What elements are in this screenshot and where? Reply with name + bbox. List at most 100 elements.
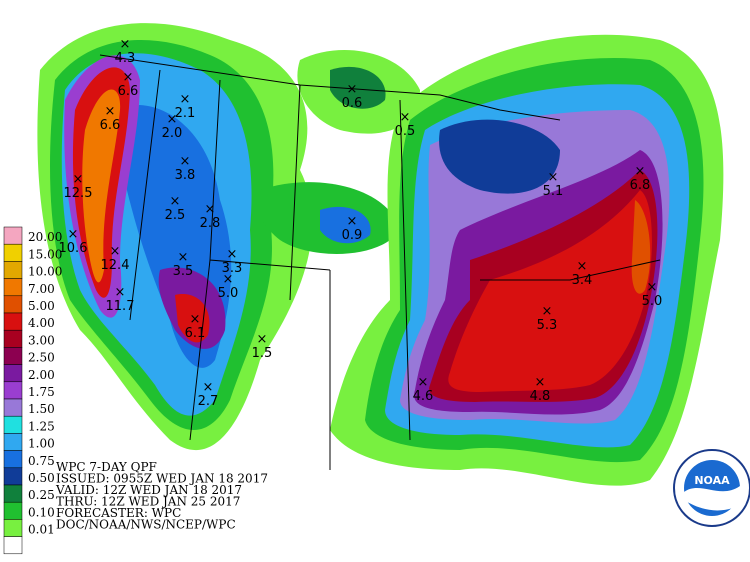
legend-swatch bbox=[3, 381, 23, 400]
max-label: 0.9 bbox=[342, 228, 363, 243]
legend-swatch bbox=[3, 398, 23, 417]
legend-label: 2.50 bbox=[28, 351, 55, 365]
legend-swatch bbox=[3, 415, 23, 434]
legend-swatch bbox=[3, 519, 23, 537]
max-label: 1.5 bbox=[252, 346, 273, 361]
max-marker: × bbox=[203, 380, 214, 395]
max-marker: × bbox=[257, 332, 268, 347]
title-line: WPC 7-DAY QPF bbox=[56, 460, 157, 474]
max-label: 0.6 bbox=[342, 96, 363, 111]
max-label: 12.4 bbox=[101, 258, 130, 273]
max-label: 6.8 bbox=[630, 178, 651, 193]
max-label: 5.0 bbox=[642, 294, 663, 309]
max-marker: × bbox=[223, 272, 234, 287]
max-marker: × bbox=[170, 194, 181, 209]
legend-label: 15.00 bbox=[28, 247, 62, 261]
max-marker: × bbox=[167, 112, 178, 127]
legend-label: 4.00 bbox=[28, 316, 55, 330]
max-marker: × bbox=[205, 202, 216, 217]
title-line: DOC/NOAA/NWS/NCEP/WPC bbox=[56, 518, 236, 532]
max-label: 10.6 bbox=[59, 241, 88, 256]
max-label: 3.5 bbox=[173, 264, 194, 279]
max-marker: × bbox=[73, 172, 84, 187]
max-label: 2.5 bbox=[165, 208, 186, 223]
legend-label: 0.10 bbox=[28, 505, 55, 519]
legend-swatch bbox=[3, 261, 23, 279]
legend-label: 0.25 bbox=[28, 488, 55, 502]
max-label: 2.7 bbox=[198, 394, 219, 409]
max-label: 3.8 bbox=[175, 168, 196, 183]
maxima: ×4.3×6.6×6.6×12.5×10.6 ×12.4×11.7×2.1×2.0… bbox=[59, 37, 663, 409]
legend-label: 0.01 bbox=[28, 523, 55, 537]
max-marker: × bbox=[577, 259, 588, 274]
title-line: FORECASTER: WPC bbox=[56, 506, 181, 520]
legend-swatch bbox=[3, 467, 23, 486]
max-label: 5.0 bbox=[218, 286, 239, 301]
legend-label: 5.00 bbox=[28, 299, 55, 313]
max-marker: × bbox=[115, 285, 126, 300]
max-marker: × bbox=[180, 154, 191, 169]
max-marker: × bbox=[635, 164, 646, 179]
max-marker: × bbox=[535, 375, 546, 390]
legend-swatch bbox=[3, 501, 23, 520]
max-marker: × bbox=[400, 110, 411, 125]
max-marker: × bbox=[418, 375, 429, 390]
legend-label: 1.50 bbox=[28, 402, 55, 416]
legend-label: 0.50 bbox=[28, 471, 55, 485]
legend-swatch bbox=[3, 226, 23, 245]
max-marker: × bbox=[105, 104, 116, 119]
legend-label: 1.00 bbox=[28, 437, 55, 451]
legend-swatch bbox=[3, 329, 23, 348]
max-label: 4.3 bbox=[115, 51, 136, 66]
max-label: 12.5 bbox=[64, 186, 93, 201]
max-marker: × bbox=[548, 170, 559, 185]
max-label: 3.4 bbox=[572, 273, 593, 288]
legend-label: 3.00 bbox=[28, 333, 55, 347]
legend-label: 1.25 bbox=[28, 419, 55, 433]
max-marker: × bbox=[347, 214, 358, 229]
max-label: 2.8 bbox=[200, 216, 221, 231]
precip-fields bbox=[37, 23, 724, 486]
max-marker: × bbox=[120, 37, 131, 52]
legend-label: 7.00 bbox=[28, 282, 55, 296]
max-label: 11.7 bbox=[106, 299, 135, 314]
max-label: 4.6 bbox=[413, 389, 434, 404]
legend-label: 10.00 bbox=[28, 265, 62, 279]
legend-label: 2.00 bbox=[28, 368, 55, 382]
max-label: 0.5 bbox=[395, 124, 416, 139]
max-marker: × bbox=[227, 247, 238, 262]
noaa-logo: NOAA bbox=[673, 449, 750, 527]
max-label: 3.3 bbox=[222, 261, 243, 276]
legend-swatch bbox=[3, 295, 23, 314]
borders bbox=[99, 54, 661, 470]
max-marker: × bbox=[178, 250, 189, 265]
max-marker: × bbox=[542, 304, 553, 319]
legend-label: 1.75 bbox=[28, 385, 55, 399]
legend-swatch bbox=[3, 364, 23, 383]
max-label: 6.1 bbox=[185, 326, 206, 341]
max-label: 5.3 bbox=[537, 318, 558, 333]
max-label: 2.1 bbox=[175, 106, 196, 121]
title-line: VALID: 12Z WED JAN 18 2017 bbox=[55, 483, 242, 497]
logo-text: NOAA bbox=[694, 474, 730, 487]
max-label: 6.6 bbox=[100, 118, 121, 133]
legend-swatch bbox=[3, 450, 23, 469]
legend-swatch bbox=[3, 243, 23, 262]
max-marker: × bbox=[180, 92, 191, 107]
legend-swatch bbox=[3, 278, 23, 297]
legend-swatch-none bbox=[3, 536, 23, 555]
legend-label: 0.75 bbox=[28, 454, 55, 468]
max-marker: × bbox=[190, 312, 201, 327]
max-marker: × bbox=[123, 70, 134, 85]
max-marker: × bbox=[110, 244, 121, 259]
legend-label: 20.00 bbox=[28, 230, 62, 244]
max-label: 6.6 bbox=[118, 84, 139, 99]
title-line: THRU: 12Z WED JAN 25 2017 bbox=[56, 495, 240, 509]
max-label: 5.1 bbox=[543, 184, 564, 199]
max-label: 2.0 bbox=[162, 126, 183, 141]
max-marker: × bbox=[347, 82, 358, 97]
legend-swatch bbox=[3, 433, 23, 451]
legend: 20.00 15.00 10.00 7.00 5.00 4.00 3.00 2.50 2.00 1… bbox=[3, 226, 62, 555]
